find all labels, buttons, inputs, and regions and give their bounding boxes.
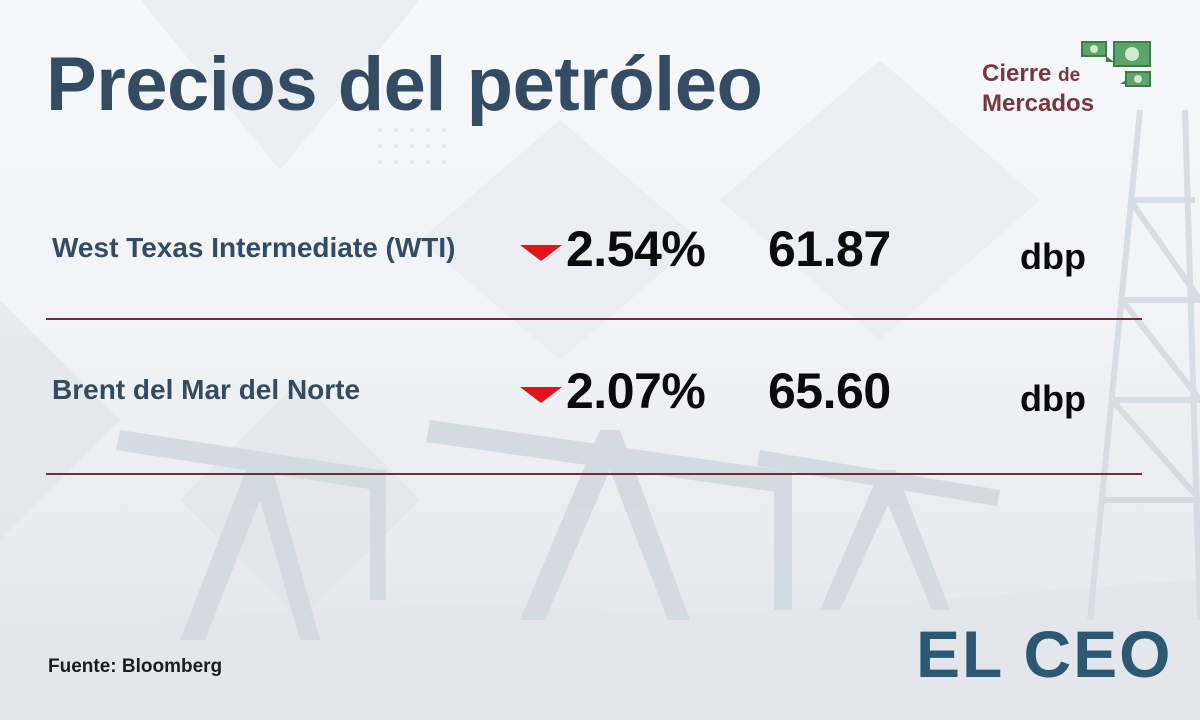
down-arrow-icon [520, 245, 562, 261]
money-bills-icon [1081, 41, 1151, 87]
el-ceo-logo: EL CEO [916, 614, 1171, 694]
row-name: West Texas Intermediate (WTI) [52, 232, 456, 263]
price-unit: dbp [1020, 378, 1086, 419]
price-value: 65.60 [768, 363, 891, 419]
row-divider [46, 318, 1142, 320]
badge-line1: Cierre [982, 60, 1052, 87]
row-wti: West Texas Intermediate (WTI) 2.54% 61.8… [46, 200, 1142, 300]
price-value: 61.87 [768, 221, 891, 277]
page-title: Precios del petróleo [46, 42, 763, 127]
change-percent: 2.07% [566, 363, 706, 419]
down-arrow-icon [520, 387, 562, 403]
logo-text: EL CEO [916, 617, 1173, 691]
price-unit: dbp [1020, 236, 1086, 277]
badge-label: Cierre de Mercados [982, 60, 1094, 118]
cierre-de-mercados-badge: Cierre de Mercados [980, 40, 1160, 120]
row-brent: Brent del Mar del Norte 2.07% 65.60 dbp [46, 342, 1142, 442]
badge-line1-small: de [1058, 65, 1081, 86]
badge-line2: Mercados [982, 90, 1095, 117]
source-note: Fuente: Bloomberg [48, 656, 223, 677]
row-divider [46, 473, 1142, 475]
row-name: Brent del Mar del Norte [52, 374, 361, 405]
change-percent: 2.54% [566, 221, 706, 277]
